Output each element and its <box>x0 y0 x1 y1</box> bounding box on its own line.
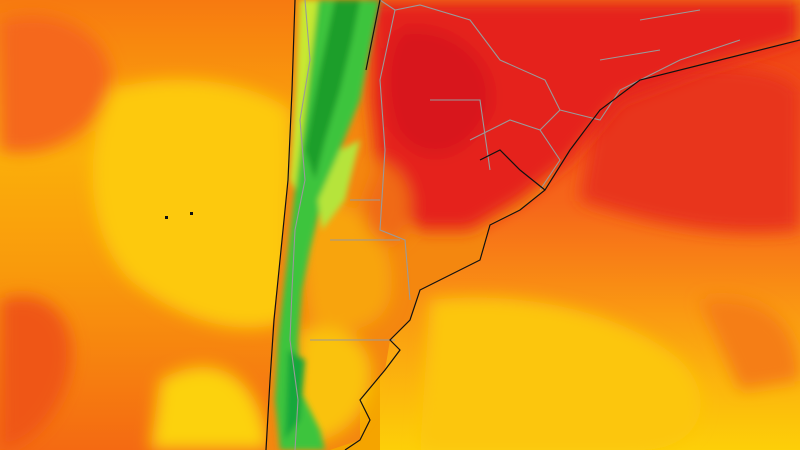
islands <box>165 212 193 219</box>
coastlines <box>265 0 800 450</box>
pacific-patterns <box>0 14 290 450</box>
country-borders <box>289 0 741 450</box>
atlantic-patterns <box>420 66 800 450</box>
